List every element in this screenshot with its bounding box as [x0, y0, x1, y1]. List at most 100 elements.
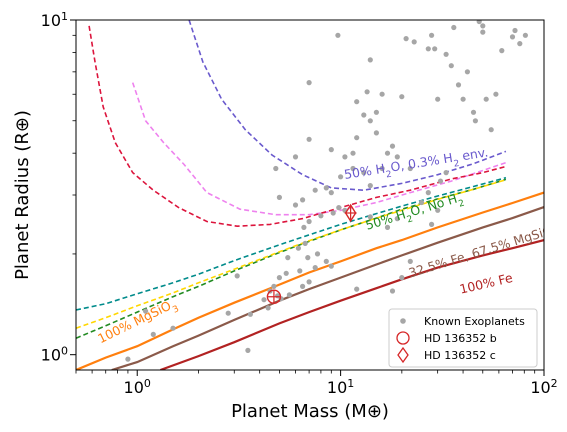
exoplanet-point — [292, 154, 299, 160]
exoplanet-point — [493, 91, 499, 97]
exoplanet-point — [399, 275, 405, 281]
legend-diamond-marker — [397, 346, 409, 364]
exoplanet-point — [312, 187, 318, 193]
exoplanet-point — [276, 275, 282, 281]
exoplanet-point — [399, 94, 405, 100]
exoplanet-point — [425, 190, 431, 196]
exoplanet-point — [150, 331, 156, 337]
exoplanet-point — [443, 170, 449, 176]
exoplanet-point — [273, 165, 279, 172]
exoplanet-point — [245, 347, 251, 353]
exoplanet-point — [300, 197, 306, 203]
exoplanet-point — [470, 109, 477, 115]
exoplanet-point — [364, 89, 370, 95]
legend-label: HD 136352 b — [424, 332, 497, 345]
legend-box — [388, 308, 538, 368]
x-axis-label: Planet Mass (M⊕) — [231, 401, 389, 422]
exoplanet-point — [314, 251, 321, 257]
exoplanet-point — [354, 99, 360, 105]
exoplanet-point — [522, 32, 529, 38]
exoplanet-point — [418, 199, 425, 206]
exoplanet-point — [448, 63, 454, 69]
exoplanet-point — [509, 34, 516, 40]
exoplanet-point — [306, 80, 312, 86]
exoplanet-point — [354, 135, 360, 141]
curve-annotation-5: 100% Fe — [458, 270, 514, 297]
exoplanet-point — [306, 136, 312, 142]
exoplanet-point — [367, 183, 373, 189]
exoplanet-point — [335, 32, 341, 38]
exoplanet-points — [125, 20, 529, 362]
exoplanet-point — [283, 270, 289, 276]
exoplanet-point — [328, 263, 334, 269]
exoplanet-point — [323, 258, 329, 264]
exoplanet-point — [225, 310, 231, 316]
x-tick-label: 102 — [530, 377, 557, 398]
exoplanet-point — [323, 185, 329, 191]
exoplanet-point — [517, 41, 523, 47]
exoplanet-point — [350, 150, 356, 156]
legend-dot-marker — [400, 318, 406, 324]
y-tick-label: 100 — [41, 344, 68, 365]
series-line-7 — [76, 191, 544, 370]
series-line-9 — [160, 239, 544, 370]
exoplanet-point — [318, 213, 324, 219]
exoplanet-point — [435, 207, 441, 213]
exoplanet-point — [384, 224, 391, 230]
exoplanet-point — [361, 170, 367, 176]
legend-label: HD 136352 c — [424, 349, 496, 362]
exoplanet-point — [476, 20, 482, 25]
exoplanet-point — [432, 46, 438, 52]
exoplanet-point — [330, 210, 336, 216]
exoplanet-point — [437, 178, 444, 184]
exoplanet-point — [455, 82, 462, 88]
exoplanet-point — [300, 283, 306, 289]
exoplanet-point — [429, 221, 435, 227]
exoplanet-point — [312, 265, 318, 271]
exoplanet-point — [407, 165, 413, 172]
exoplanet-point — [354, 286, 360, 292]
exoplanet-point — [389, 288, 396, 294]
series-line-8 — [111, 206, 544, 370]
exoplanet-point — [460, 96, 466, 102]
exoplanet-point — [306, 218, 312, 225]
exoplanet-point — [367, 57, 373, 63]
series-line-6 — [76, 179, 507, 329]
y-tick-label: 101 — [41, 10, 68, 31]
exoplanet-point — [411, 39, 417, 45]
exoplanet-point — [328, 190, 334, 196]
exoplanet-point — [336, 205, 342, 211]
axis-ticks: 100 101 102 100 101 — [41, 10, 558, 398]
exoplanet-point — [125, 356, 131, 362]
series-line-2 — [131, 82, 507, 216]
exoplanet-point — [499, 48, 505, 54]
hd-markers — [266, 203, 357, 304]
exoplanet-point — [483, 96, 489, 102]
exoplanet-point — [403, 36, 409, 42]
series-layer — [76, 20, 544, 370]
exoplanet-point — [305, 255, 311, 261]
exoplanet-point — [170, 325, 176, 331]
exoplanet-point — [488, 127, 494, 133]
x-tick-label: 101 — [327, 377, 354, 398]
exoplanet-point — [394, 154, 400, 160]
exoplanet-point — [234, 273, 240, 279]
exoplanet-point — [480, 29, 486, 35]
exoplanet-point — [276, 194, 282, 200]
exoplanet-point — [261, 297, 267, 303]
exoplanet-point — [429, 32, 435, 38]
exoplanet-point — [350, 165, 356, 172]
exoplanet-point — [379, 91, 385, 97]
exoplanet-point — [265, 305, 271, 311]
exoplanet-point — [295, 245, 301, 251]
exoplanet-point — [271, 283, 277, 289]
x-tick-label: 100 — [124, 377, 151, 398]
exoplanet-point — [512, 27, 518, 34]
exoplanet-point — [301, 224, 307, 230]
exoplanet-point — [464, 69, 470, 75]
exoplanet-point — [407, 258, 413, 264]
exoplanet-point — [292, 202, 299, 208]
exoplanet-point — [394, 216, 400, 222]
legend-label: Known Exoplanets — [424, 315, 525, 328]
